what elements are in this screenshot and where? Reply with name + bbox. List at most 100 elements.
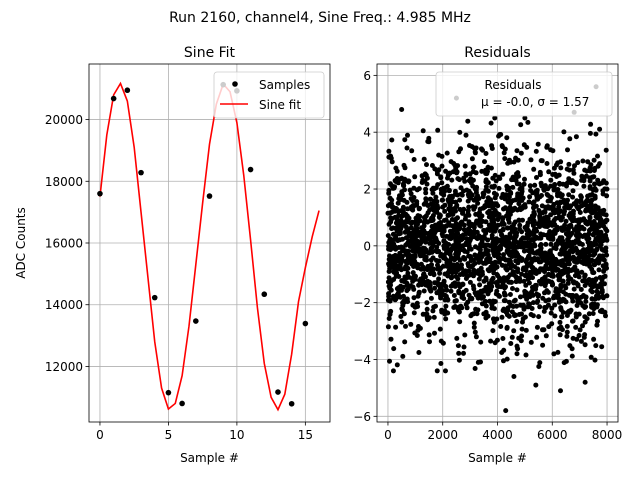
residual-point	[532, 257, 538, 263]
residual-point	[406, 238, 412, 244]
residual-point	[585, 159, 591, 165]
residual-point	[546, 169, 552, 175]
residual-point	[437, 326, 443, 332]
residual-point	[542, 283, 548, 289]
residual-point	[466, 226, 472, 232]
residual-point	[404, 145, 410, 151]
residual-point	[498, 278, 504, 284]
residual-point	[445, 296, 450, 302]
residual-point	[492, 340, 498, 346]
residual-point	[422, 246, 428, 251]
residual-point	[389, 159, 395, 165]
residual-point	[480, 147, 485, 153]
residual-point	[413, 273, 418, 279]
residual-point	[434, 209, 440, 215]
residual-point	[457, 272, 463, 278]
x-tick-label: 0	[96, 428, 104, 442]
residual-point	[453, 228, 459, 234]
residual-point	[428, 196, 434, 202]
residual-point	[435, 127, 441, 133]
residual-point	[511, 242, 516, 248]
residual-point	[534, 195, 540, 201]
residual-point	[392, 178, 398, 184]
residual-point	[499, 236, 505, 242]
residual-point	[565, 273, 571, 279]
residual-point	[581, 176, 587, 182]
residual-point	[555, 215, 561, 221]
residual-point	[544, 161, 550, 166]
residual-point	[423, 172, 429, 178]
residual-point	[405, 270, 411, 276]
residuals-title: Residuals	[464, 45, 530, 61]
residual-point	[527, 183, 533, 189]
residual-point	[564, 333, 570, 339]
residual-point	[580, 158, 586, 164]
sine-fit-curve-layer	[99, 81, 320, 412]
residual-outlier-point	[442, 368, 448, 374]
residual-point	[386, 283, 392, 289]
residual-point	[498, 221, 504, 227]
residual-point	[565, 147, 570, 153]
residual-point	[496, 255, 502, 261]
residual-point	[480, 252, 486, 258]
y-tick-label: 6	[363, 69, 371, 83]
residual-point	[439, 197, 445, 203]
residual-point	[469, 156, 475, 162]
residual-point	[591, 262, 597, 268]
residual-point	[564, 323, 570, 329]
residual-point	[420, 128, 426, 134]
residual-point	[534, 324, 540, 330]
residual-outlier-point	[390, 368, 396, 374]
residual-point	[490, 328, 496, 334]
residual-point	[453, 224, 459, 230]
residual-point	[589, 257, 595, 263]
residual-point	[588, 248, 594, 254]
residual-point	[589, 296, 595, 302]
residual-point	[446, 187, 452, 193]
residual-point	[422, 217, 428, 223]
sine-fit-line	[99, 81, 320, 412]
residual-point	[461, 227, 467, 233]
residual-point	[441, 238, 447, 244]
residual-point	[463, 302, 469, 307]
residual-outlier-point	[475, 359, 481, 365]
residual-point	[573, 311, 579, 317]
residual-point	[414, 187, 420, 193]
residual-point	[480, 272, 485, 277]
residual-point	[524, 144, 530, 150]
residual-point	[501, 252, 506, 258]
residual-point	[439, 231, 445, 237]
residual-point	[534, 250, 540, 256]
residual-point	[446, 171, 452, 176]
residual-point	[432, 285, 438, 291]
residual-point	[561, 129, 567, 135]
residual-point	[472, 366, 478, 371]
residual-point	[586, 277, 592, 282]
residual-point	[526, 253, 532, 259]
residual-point	[408, 321, 414, 327]
residual-point	[457, 207, 463, 212]
residual-point	[573, 324, 579, 330]
residuals-legend-stats: μ = -0.0, σ = 1.57	[481, 95, 589, 109]
residual-point	[417, 241, 423, 247]
residual-point	[512, 312, 518, 318]
residuals-legend-title: Residuals	[485, 78, 542, 92]
residual-point	[411, 157, 417, 162]
residual-point	[533, 203, 539, 209]
residual-point	[530, 223, 536, 229]
residual-point	[471, 324, 477, 330]
residual-point	[587, 130, 593, 136]
residual-point	[599, 277, 605, 283]
residual-point	[592, 357, 598, 363]
residual-point	[418, 277, 424, 283]
residual-point	[542, 290, 547, 296]
y-tick-label: 20000	[45, 113, 83, 127]
residual-point	[542, 269, 547, 275]
residual-point	[497, 246, 503, 252]
residual-point	[389, 254, 395, 260]
residual-point	[517, 226, 522, 232]
residual-point	[570, 318, 576, 324]
residual-point	[465, 208, 471, 214]
residual-point	[427, 282, 433, 288]
residual-point	[584, 316, 590, 322]
